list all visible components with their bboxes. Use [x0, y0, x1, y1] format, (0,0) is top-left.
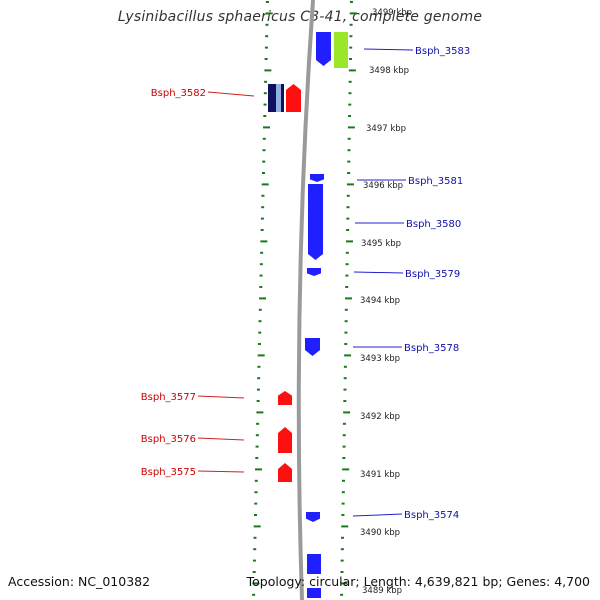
scale-labels: 3499 kbp 3498 kbp 3497 kbp 3496 kbp 3495 kbp…: [360, 8, 412, 596]
gene-label[interactable]: Bsph_3580: [406, 219, 461, 230]
gene-label[interactable]: Bsph_3577: [141, 392, 196, 403]
gene-label[interactable]: Bsph_3583: [415, 46, 470, 57]
leader-line: [352, 513, 403, 517]
scale-label: 3491 kbp: [360, 470, 400, 480]
gene-bsph-3575-arrow: [278, 463, 292, 482]
gene-bsph-3580-arrow: [308, 184, 323, 260]
gene-bsph-3574-arrow: [306, 512, 320, 522]
topology-text: Topology: circular; Length: 4,639,821 bp…: [246, 574, 590, 589]
scale-label: 3492 kbp: [360, 412, 400, 422]
gene-dark-block: [268, 84, 276, 112]
leader-line: [197, 437, 245, 441]
gene-highlight-block: [334, 32, 348, 68]
gene-bsph-3576-arrow: [278, 427, 292, 453]
gene-bsph-3582-arrow: [286, 84, 301, 112]
gene-light-block: [276, 84, 281, 112]
scale-label: 3498 kbp: [369, 66, 409, 76]
leader-line: [197, 395, 245, 399]
scale-label: 3499 kbp: [372, 8, 412, 18]
scale-label: 3497 kbp: [366, 124, 406, 134]
gene-label[interactable]: Bsph_3575: [141, 467, 196, 478]
gene-bsph-3578-arrow: [305, 338, 320, 356]
leader-line: [363, 48, 414, 51]
scale-label: 3495 kbp: [361, 239, 401, 249]
gene-label[interactable]: Bsph_3579: [405, 269, 460, 280]
accession-text: Accession: NC_010382: [8, 574, 151, 589]
scale-label: 3493 kbp: [360, 354, 400, 364]
leader-line: [353, 271, 404, 274]
scale-label: 3496 kbp: [363, 181, 403, 191]
gene-dark-block-2: [281, 84, 284, 112]
gene-partial-bottom-2: [307, 588, 321, 598]
gene-partial-bottom: [307, 554, 321, 574]
scale-label: 3494 kbp: [360, 296, 400, 306]
map-title: Lysinibacillus sphaericus C3-41, complet…: [117, 9, 483, 25]
genome-backbone: [296, 0, 315, 600]
leader-line: [197, 470, 245, 473]
scale-label: 3489 kbp: [362, 586, 402, 596]
gene-label[interactable]: Bsph_3582: [151, 88, 206, 99]
gene-bsph-3577-arrow: [278, 391, 292, 405]
gene-bsph-3579-arrow: [307, 268, 321, 276]
gene-features: [268, 32, 348, 598]
gene-label[interactable]: Bsph_3574: [404, 510, 459, 521]
gene-label[interactable]: Bsph_3581: [408, 176, 463, 187]
gene-labels: Bsph_3583 Bsph_3581 Bsph_3580 Bsph_3579 Bsph…: [141, 46, 470, 521]
gene-label[interactable]: Bsph_3576: [141, 434, 196, 445]
tick-marks: [252, 1, 357, 596]
gene-bsph-3583-arrow: [316, 32, 331, 66]
leader-line: [207, 91, 255, 97]
gene-bsph-3581-arrow: [310, 174, 324, 182]
scale-label: 3490 kbp: [360, 528, 400, 538]
gene-label[interactable]: Bsph_3578: [404, 343, 459, 354]
